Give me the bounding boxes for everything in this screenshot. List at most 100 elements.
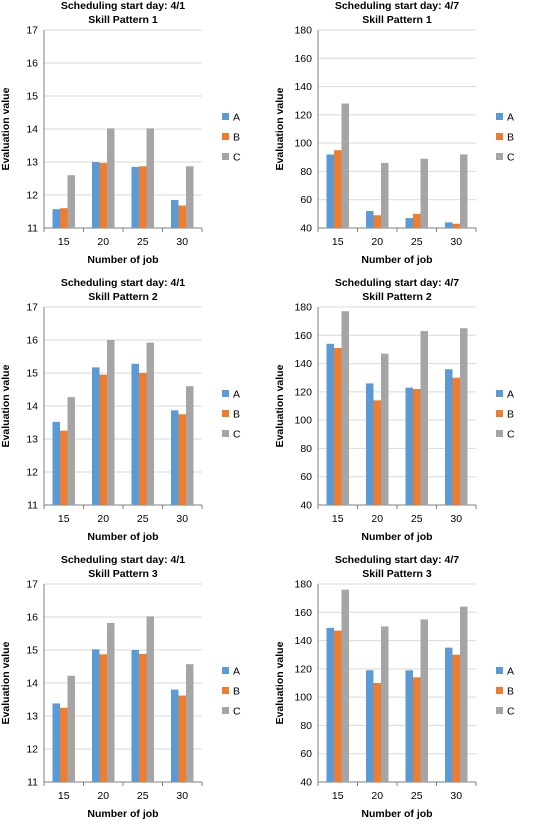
x-axis-title: Number of job xyxy=(87,808,158,820)
bar-chart-3: Scheduling start day: 4/1 Skill Pattern 2… xyxy=(0,277,241,543)
bar-A-20 xyxy=(91,649,100,782)
x-tick-label: 15 xyxy=(332,790,344,802)
bar-A-15 xyxy=(52,703,60,782)
chart-title: Scheduling start day: 4/1 xyxy=(61,277,185,289)
y-tick-label: 180 xyxy=(294,25,312,37)
bar-B-15 xyxy=(59,208,68,228)
x-tick-label: 30 xyxy=(176,513,188,525)
bar-C-15 xyxy=(341,311,350,505)
bar-B-30 xyxy=(178,414,187,505)
y-tick-label: 12 xyxy=(26,467,38,479)
chart-title: Scheduling start day: 4/7 xyxy=(335,0,459,12)
legend-swatch-A xyxy=(496,113,503,120)
y-tick-label: 60 xyxy=(300,471,312,483)
y-tick-label: 13 xyxy=(26,434,38,446)
legend-label-C: C xyxy=(507,152,515,164)
bar-C-20 xyxy=(381,353,389,505)
chart-subtitle: Skill Pattern 2 xyxy=(88,291,158,303)
bar-B-20 xyxy=(99,162,108,228)
y-tick-label: 140 xyxy=(294,635,312,647)
y-tick-label: 14 xyxy=(26,124,38,136)
legend-swatch-B xyxy=(496,410,503,417)
x-axis-title: Number of job xyxy=(87,254,158,266)
chart-title: Scheduling start day: 4/1 xyxy=(61,0,185,12)
bar-C-15 xyxy=(67,175,76,228)
x-tick-label: 20 xyxy=(371,513,383,525)
bar-A-20 xyxy=(365,670,374,782)
legend-swatch-A xyxy=(222,390,229,397)
bar-C-25 xyxy=(146,616,155,782)
x-tick-label: 25 xyxy=(411,236,423,248)
x-tick-label: 30 xyxy=(176,236,188,248)
y-tick-label: 15 xyxy=(26,645,38,657)
y-tick-label: 11 xyxy=(27,500,38,512)
bar-C-15 xyxy=(67,675,76,782)
chart-subtitle: Skill Pattern 3 xyxy=(362,568,432,580)
bar-C-20 xyxy=(107,128,115,228)
bar-C-20 xyxy=(107,622,115,782)
bar-A-20 xyxy=(91,162,100,228)
bar-B-15 xyxy=(59,707,68,782)
x-tick-label: 30 xyxy=(450,236,462,248)
x-tick-label: 15 xyxy=(58,790,70,802)
bar-C-15 xyxy=(67,397,76,505)
y-tick-label: 160 xyxy=(294,53,312,65)
bar-B-25 xyxy=(412,389,421,505)
legend-label-A: A xyxy=(507,666,514,678)
legend-swatch-A xyxy=(222,113,229,120)
y-axis-title: Evaluation value xyxy=(0,87,12,170)
bar-C-15 xyxy=(341,589,350,782)
bar-C-30 xyxy=(186,386,194,505)
x-tick-label: 20 xyxy=(371,790,383,802)
y-tick-label: 60 xyxy=(300,194,312,206)
bar-A-30 xyxy=(444,222,453,228)
y-tick-label: 12 xyxy=(26,744,38,756)
y-tick-label: 12 xyxy=(26,190,38,202)
bar-A-25 xyxy=(405,387,413,505)
bar-B-30 xyxy=(178,695,187,782)
bar-C-20 xyxy=(381,162,389,228)
legend-label-C: C xyxy=(233,706,241,718)
bar-B-15 xyxy=(333,150,342,228)
bar-A-30 xyxy=(170,689,179,782)
bar-chart-2: Scheduling start day: 4/7 Skill Pattern 1… xyxy=(274,0,515,266)
bar-B-30 xyxy=(452,377,461,505)
y-tick-label: 100 xyxy=(294,138,312,150)
x-tick-label: 20 xyxy=(97,236,109,248)
bar-B-25 xyxy=(138,373,147,505)
legend-label-A: A xyxy=(233,112,240,124)
chart-subtitle: Skill Pattern 1 xyxy=(362,14,432,26)
bar-A-20 xyxy=(365,211,374,228)
y-tick-label: 180 xyxy=(294,579,312,591)
bar-B-20 xyxy=(373,215,382,228)
x-tick-label: 25 xyxy=(137,790,149,802)
y-tick-label: 17 xyxy=(26,579,38,591)
legend-swatch-B xyxy=(496,133,503,140)
bar-chart-5: Scheduling start day: 4/1 Skill Pattern 3… xyxy=(0,554,241,820)
bar-A-30 xyxy=(444,369,453,505)
chart-title: Scheduling start day: 4/7 xyxy=(335,554,459,566)
y-tick-label: 14 xyxy=(26,678,38,690)
chart-title: Scheduling start day: 4/7 xyxy=(335,277,459,289)
legend-swatch-C xyxy=(496,707,503,714)
y-tick-label: 100 xyxy=(294,692,312,704)
bar-A-25 xyxy=(131,650,139,782)
bar-C-20 xyxy=(381,626,389,782)
y-tick-label: 15 xyxy=(26,91,38,103)
legend-swatch-B xyxy=(222,133,229,140)
legend-label-A: A xyxy=(233,666,240,678)
bar-B-25 xyxy=(412,677,421,782)
y-tick-label: 100 xyxy=(294,415,312,427)
x-tick-label: 15 xyxy=(58,236,70,248)
bar-A-15 xyxy=(326,627,334,782)
x-tick-label: 15 xyxy=(58,513,70,525)
y-tick-label: 11 xyxy=(27,777,38,789)
y-tick-label: 80 xyxy=(300,166,312,178)
bar-B-20 xyxy=(99,374,108,505)
x-tick-label: 30 xyxy=(450,513,462,525)
y-axis-title: Evaluation value xyxy=(274,87,286,170)
bar-C-25 xyxy=(420,158,429,228)
bar-C-30 xyxy=(186,664,194,782)
legend-label-B: B xyxy=(233,686,240,698)
